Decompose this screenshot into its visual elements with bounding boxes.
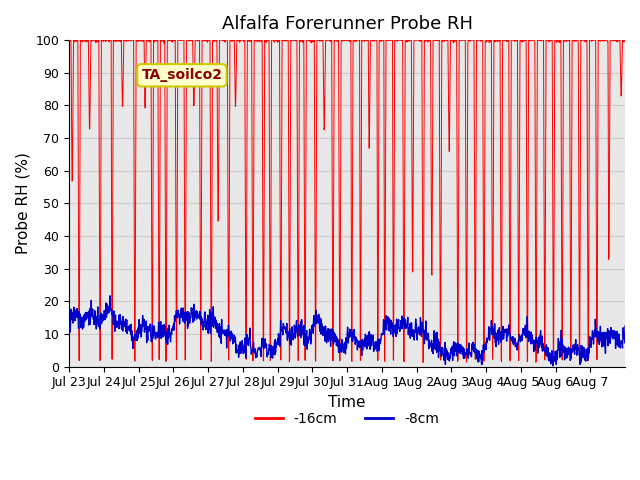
Title: Alfalfa Forerunner Probe RH: Alfalfa Forerunner Probe RH [221, 15, 472, 33]
X-axis label: Time: Time [328, 395, 366, 410]
Legend: -16cm, -8cm: -16cm, -8cm [250, 407, 445, 432]
Y-axis label: Probe RH (%): Probe RH (%) [15, 153, 30, 254]
Text: TA_soilco2: TA_soilco2 [141, 68, 223, 82]
